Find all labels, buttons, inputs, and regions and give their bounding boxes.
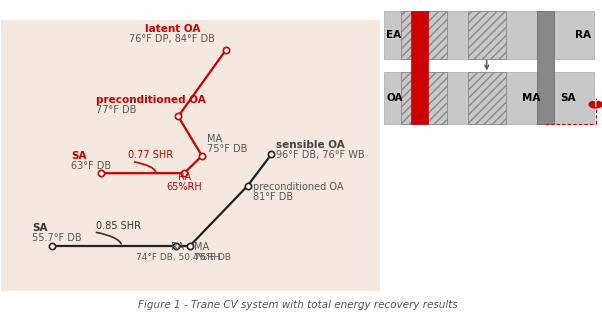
Text: SA: SA (33, 223, 48, 233)
Text: EA: EA (386, 30, 402, 40)
Text: preconditioned OA: preconditioned OA (253, 182, 344, 192)
Bar (401, 72, 447, 123)
Polygon shape (1, 20, 380, 291)
Text: 0.85 SHR: 0.85 SHR (96, 221, 141, 231)
Text: OA: OA (386, 93, 403, 102)
Text: T: T (593, 100, 598, 109)
Bar (384, 11, 594, 59)
Text: RA: RA (576, 30, 592, 40)
Text: 76°F DB: 76°F DB (194, 253, 231, 262)
Bar (537, 11, 554, 123)
Bar (384, 72, 594, 123)
Bar (468, 11, 506, 59)
Bar (468, 72, 506, 123)
Text: SA: SA (560, 93, 576, 102)
Text: 76°F DP, 84°F DB: 76°F DP, 84°F DB (129, 34, 216, 44)
Text: preconditioned OA: preconditioned OA (96, 95, 206, 105)
Text: 75°F DB: 75°F DB (206, 144, 247, 154)
Text: 63°F DB: 63°F DB (72, 161, 111, 171)
Text: 77°F DB: 77°F DB (96, 105, 137, 114)
Bar (401, 11, 447, 59)
Text: 74°F DB, 50.4%RH: 74°F DB, 50.4%RH (135, 253, 220, 262)
Text: 55.7°F DB: 55.7°F DB (33, 232, 82, 243)
Text: 81°F DB: 81°F DB (253, 192, 293, 202)
Text: MA: MA (523, 93, 541, 102)
Bar (411, 11, 428, 123)
Text: 65%RH: 65%RH (166, 182, 202, 192)
Text: MA: MA (194, 242, 209, 252)
Text: RA: RA (178, 172, 191, 182)
Text: RA: RA (171, 242, 184, 252)
Text: 96°F DB, 76°F WB: 96°F DB, 76°F WB (276, 150, 365, 160)
Text: SA: SA (72, 151, 87, 161)
Text: latent OA: latent OA (144, 24, 200, 34)
Text: 0.77 SHR: 0.77 SHR (128, 150, 173, 160)
Text: MA: MA (206, 134, 222, 144)
Text: sensible OA: sensible OA (276, 140, 345, 149)
Text: Figure 1 - Trane CV system with total energy recovery results: Figure 1 - Trane CV system with total en… (138, 300, 458, 310)
Circle shape (589, 101, 602, 108)
